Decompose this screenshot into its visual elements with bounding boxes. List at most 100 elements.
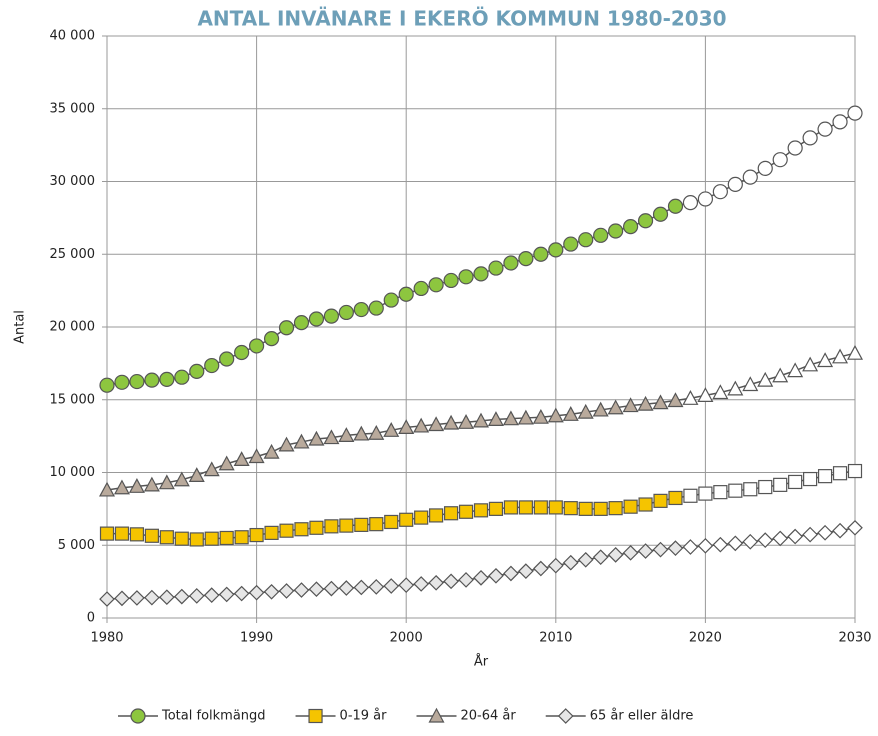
data-point [323,308,339,324]
data-point [128,478,145,493]
data-point [533,500,548,515]
data-point [847,463,863,479]
data-point [458,504,474,519]
data-point [593,227,609,243]
data-point [608,223,624,239]
y-tick-label: 15 000 [50,392,96,407]
data-point [129,590,145,606]
data-point [847,105,863,121]
data-point [727,176,743,193]
data-point [772,530,789,547]
data-point [788,474,803,490]
data-point [144,589,160,606]
data-point [772,152,788,168]
y-tick-label: 35 000 [50,101,96,116]
data-point [249,527,264,543]
data-point [608,501,623,516]
data-point [517,409,534,425]
data-point [623,499,638,514]
data-point [398,286,414,302]
data-point [592,401,609,417]
data-point [293,433,310,449]
data-point [428,416,445,432]
data-point [787,362,804,378]
data-point [218,586,235,603]
data-point [353,425,370,441]
data-point [667,540,684,557]
data-point [742,376,759,392]
x-tick-label: 2000 [390,631,423,646]
data-point [219,530,234,546]
data-point [144,528,159,543]
data-point [742,533,759,550]
data-point [413,417,430,433]
data-point [847,519,863,536]
data-point [158,474,175,490]
data-point [622,219,639,235]
data-point [113,479,130,495]
y-tick-label: 5 000 [58,538,95,553]
data-point [712,384,729,400]
data-point [293,582,310,598]
data-point [189,532,204,547]
legend-marker [308,708,323,724]
data-point [622,397,639,413]
data-point [114,374,130,390]
y-tick-label: 25 000 [50,247,96,262]
data-point [338,580,355,596]
data-point [682,194,699,211]
data-point [697,537,714,554]
data-point [369,517,384,532]
data-point [458,572,474,588]
data-point [308,581,325,598]
data-point [443,272,459,289]
y-tick-label: 40 000 [50,29,96,44]
data-point [278,436,295,452]
data-point [414,510,429,525]
data-point [234,530,249,545]
data-point [293,315,310,331]
data-point [563,236,579,252]
data-point [488,260,504,276]
data-point [652,206,669,222]
data-point [173,471,190,487]
data-point [473,266,489,282]
data-point [203,587,220,604]
data-point [249,338,265,354]
data-point [548,242,564,258]
data-point [413,576,430,592]
data-point [158,589,175,606]
data-point [248,448,265,464]
data-point [683,488,698,503]
data-point [667,198,684,214]
data-point [503,500,519,515]
data-point [264,525,279,540]
data-point [488,501,504,516]
data-point [758,479,773,495]
data-point [294,522,309,537]
data-point [846,344,864,360]
data-point [757,160,773,177]
data-point [443,573,459,590]
data-point [832,114,848,130]
data-point [487,411,504,426]
data-point [443,506,459,521]
data-point [622,544,639,561]
data-point [98,481,116,497]
x-axis-label: År [474,654,489,670]
legend-label: 0-19 år [340,709,388,724]
data-point [712,536,729,553]
data-point [398,419,415,434]
data-point [159,530,174,545]
data-point [787,140,803,156]
legend-label: Total folkmängd [161,709,266,724]
data-point [518,251,534,267]
data-point [637,213,654,229]
data-point [682,390,699,405]
data-point [652,541,669,558]
data-point [518,500,533,515]
data-point [742,169,758,185]
data-point [248,584,265,601]
data-point [308,430,325,446]
